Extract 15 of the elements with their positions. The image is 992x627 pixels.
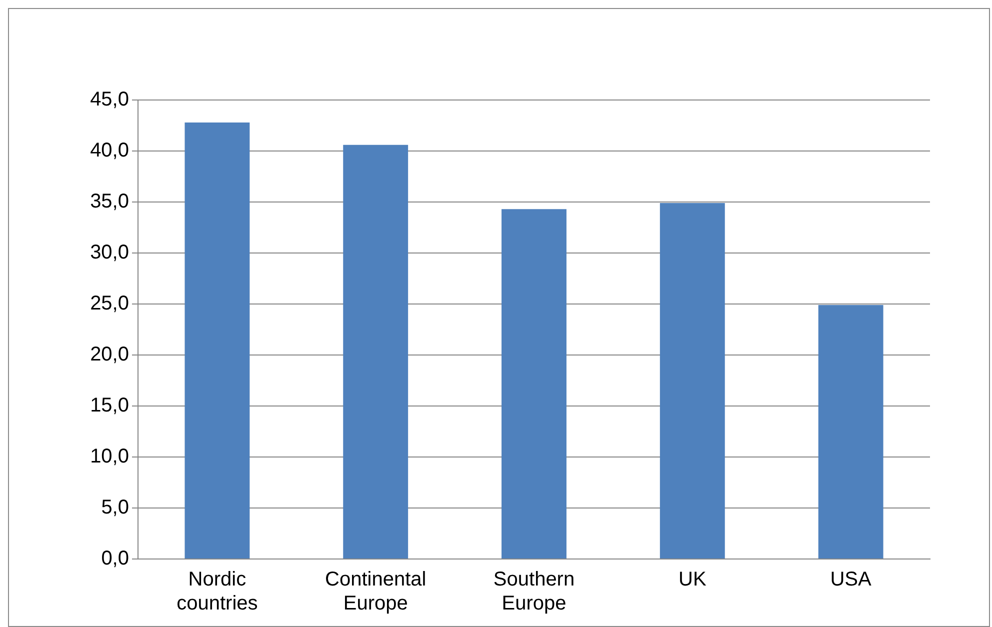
y-tick-label: 35,0	[90, 190, 129, 213]
x-tick-label: USA	[830, 568, 872, 591]
y-tick-label: 20,0	[90, 344, 129, 366]
y-tick-label: 10,0	[90, 446, 129, 468]
y-tick-label: 0,0	[101, 548, 129, 570]
x-tick-label: Continental Europe	[325, 568, 426, 615]
y-tick-label: 45,0	[90, 88, 129, 111]
y-tick-label: 30,0	[90, 242, 129, 264]
y-tick-label: 40,0	[90, 140, 129, 162]
x-tick-label: Southern Europe	[493, 568, 575, 615]
y-tick-label: 25,0	[90, 292, 129, 315]
y-tick-label: 5,0	[101, 496, 129, 519]
x-tick-label: UK	[678, 568, 707, 591]
x-tick-label: Nordic countries	[176, 568, 258, 615]
y-tick-label: 15,0	[90, 394, 129, 417]
